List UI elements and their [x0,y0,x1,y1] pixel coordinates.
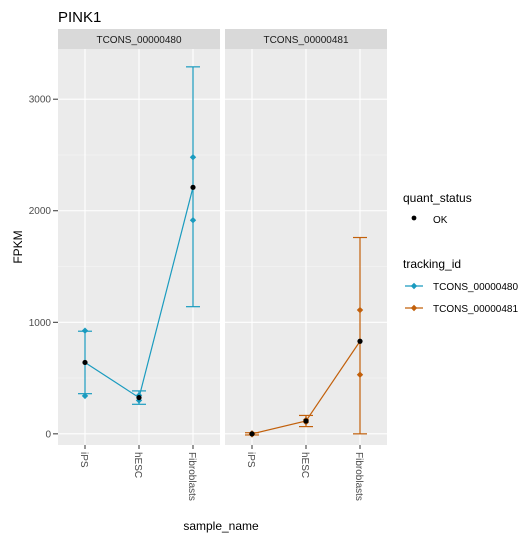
x-tick-label-fibroblasts: Fibroblasts [353,452,364,501]
data-point [357,338,363,344]
x-tick-label-fibroblasts: Fibroblasts [186,452,197,501]
replicate-point [356,371,364,378]
legend-marker-tcons-00000481 [410,304,418,312]
legend-title-tracking-id: tracking_id [403,257,461,271]
panel-strip [225,29,387,49]
legend-title-quant-status: quant_status [403,191,472,205]
legend-label-tcons-00000481: TCONS_00000481 [433,304,518,315]
legend: quant_status OK tracking_id TCONS_000004… [403,191,518,318]
x-tick-label-ips: iPS [78,452,89,468]
legend-marker-tcons-00000480 [410,282,418,290]
legend-marker-ok [411,215,417,221]
replicate-point [189,217,197,224]
legend-label-ok: OK [433,215,448,226]
y-tick-label-2000: 2000 [29,206,52,217]
x-axis-label: sample_name [183,519,259,533]
legend-label-tcons-00000480: TCONS_00000480 [433,282,518,293]
panel-strip [58,29,220,49]
x-tick-label-hesc: hESC [132,452,143,478]
replicate-point [81,392,89,400]
y-axis-label: FPKM [11,230,25,263]
error-bar [353,236,367,435]
x-tick-label-ips: iPS [245,452,256,468]
replicate-point [81,327,89,334]
data-point [249,431,255,437]
replicate-point [356,306,364,314]
panel-tcons-00000481: TCONS_00000481 iPS hESC Fibroblasts [225,29,387,501]
x-tick-label-hesc: hESC [299,452,310,478]
chart-title: PINK1 [58,9,101,26]
y-tick-label-3000: 3000 [29,95,52,106]
plot-area: 0 1000 2000 3000 TCONS_00000480 iPS hESC Fibrob… [29,29,387,501]
replicate-point [135,397,143,404]
panel-strip-label: TCONS_00000481 [263,35,348,46]
data-point [190,184,196,190]
data-point [82,359,88,366]
data-point [303,418,309,424]
replicate-point [189,154,197,161]
data-point [136,394,142,401]
panel-tcons-00000480: TCONS_00000480 iPS hESC Fibroblasts [58,29,220,501]
y-tick-label-0: 0 [45,429,51,440]
panel-strip-label: TCONS_00000480 [96,35,181,46]
y-tick-label-1000: 1000 [29,318,52,329]
